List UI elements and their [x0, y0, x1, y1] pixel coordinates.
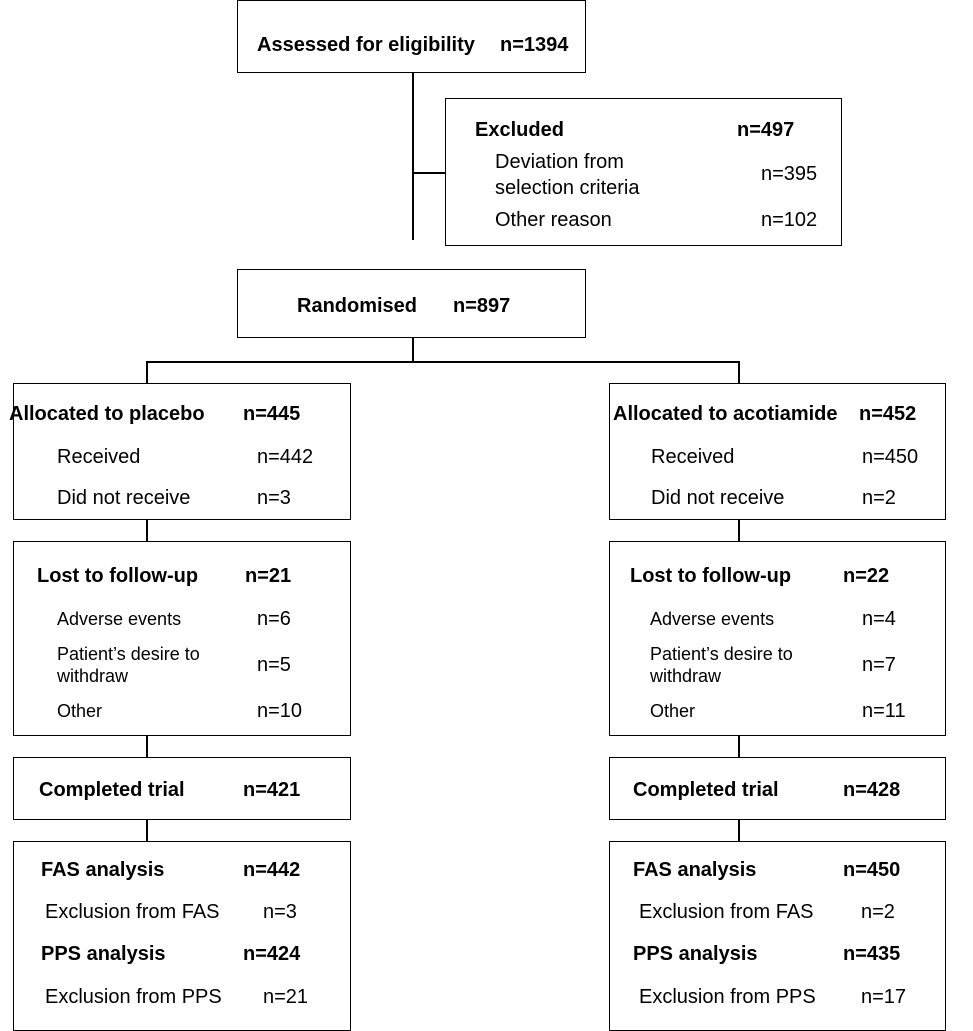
acotiamide-pps-excl-count: n=17 [861, 986, 907, 1008]
acotiamide-fas-label: FAS analysis [633, 859, 757, 881]
acotiamide-desire-count: n=7 [862, 654, 896, 676]
placebo-received-count: n=442 [257, 446, 314, 468]
acotiamide-fas-excl-count: n=2 [861, 901, 895, 923]
acotiamide-adverse-count: n=4 [862, 608, 896, 630]
placebo-other-label: Other [57, 701, 103, 721]
placebo-adverse-count: n=6 [257, 608, 291, 630]
acotiamide-adverse-label: Adverse events [650, 609, 775, 629]
acotiamide-lost-count: n=22 [843, 565, 890, 587]
connector-to-excluded [412, 172, 445, 174]
acotiamide-not-received-label: Did not receive [651, 487, 785, 509]
excluded-deviation-line1: Deviation from [495, 151, 624, 173]
acotiamide-analysis-box: FAS analysis n=450 Exclusion from FAS n=… [609, 841, 946, 1031]
placebo-not-received-label: Did not receive [57, 487, 191, 509]
placebo-fas-label: FAS analysis [41, 859, 165, 881]
acotiamide-other-count: n=11 [862, 700, 906, 722]
placebo-pps-excl-label: Exclusion from PPS [45, 986, 222, 1008]
acotiamide-pps-excl-label: Exclusion from PPS [639, 986, 816, 1008]
acotiamide-completed-count: n=428 [843, 779, 901, 801]
placebo-fas-excl-label: Exclusion from FAS [45, 901, 220, 923]
connector-split-horizontal [146, 361, 739, 363]
acotiamide-pps-label: PPS analysis [633, 943, 758, 965]
excluded-box: Excluded n=497 Deviation from selection … [445, 98, 842, 246]
connector-assessed-randomised [412, 72, 414, 240]
placebo-desire-line1: Patient’s desire to [57, 644, 200, 664]
placebo-other-count: n=10 [257, 700, 303, 722]
connector-acotiamide-completed [738, 735, 740, 757]
placebo-pps-count: n=424 [243, 943, 301, 965]
placebo-not-received-count: n=3 [257, 487, 291, 509]
acotiamide-completed-label: Completed trial [633, 779, 779, 801]
placebo-lost-box: Lost to follow-up n=21 Adverse events n=… [13, 541, 351, 736]
excluded-deviation-count: n=395 [761, 163, 818, 185]
connector-to-acotiamide [738, 361, 740, 383]
excluded-label: Excluded [475, 119, 564, 141]
excluded-other-count: n=102 [761, 209, 818, 231]
acotiamide-fas-count: n=450 [843, 859, 901, 881]
randomised-count: n=897 [453, 295, 511, 317]
placebo-desire-line2: withdraw [57, 666, 129, 686]
assessed-label: Assessed for eligibility [257, 34, 475, 56]
placebo-received-label: Received [57, 446, 141, 468]
acotiamide-allocated-box: Allocated to acotiamide n=452 Received n… [609, 383, 946, 520]
placebo-lost-label: Lost to follow-up [37, 565, 199, 587]
acotiamide-desire-line1: Patient’s desire to [650, 644, 793, 664]
excluded-other-label: Other reason [495, 209, 612, 231]
placebo-fas-count: n=442 [243, 859, 301, 881]
placebo-allocated-count: n=445 [243, 403, 301, 425]
acotiamide-lost-box: Lost to follow-up n=22 Adverse events n=… [609, 541, 946, 736]
connector-placebo-analysis [146, 819, 148, 841]
placebo-pps-label: PPS analysis [41, 943, 166, 965]
randomised-label: Randomised [297, 295, 418, 317]
acotiamide-completed-box: Completed trial n=428 [609, 757, 946, 820]
connector-placebo-completed [146, 735, 148, 757]
acotiamide-not-received-count: n=2 [862, 487, 896, 509]
acotiamide-received-count: n=450 [862, 446, 919, 468]
acotiamide-lost-label: Lost to follow-up [630, 565, 792, 587]
excluded-count: n=497 [737, 119, 795, 141]
placebo-analysis-box: FAS analysis n=442 Exclusion from FAS n=… [13, 841, 351, 1031]
connector-acotiamide-analysis [738, 819, 740, 841]
placebo-pps-excl-count: n=21 [263, 986, 309, 1008]
placebo-adverse-label: Adverse events [57, 609, 182, 629]
connector-randomised-split [412, 337, 414, 362]
acotiamide-allocated-count: n=452 [859, 403, 917, 425]
placebo-allocated-box: Allocated to placebo n=445 Received n=44… [9, 383, 351, 520]
acotiamide-fas-excl-label: Exclusion from FAS [639, 901, 814, 923]
excluded-deviation-line2: selection criteria [495, 177, 640, 199]
assessed-box: Assessed for eligibility n=1394 [237, 0, 586, 73]
placebo-fas-excl-count: n=3 [263, 901, 297, 923]
connector-placebo-lost [146, 519, 148, 541]
placebo-lost-count: n=21 [245, 565, 292, 587]
acotiamide-desire-line2: withdraw [650, 666, 722, 686]
connector-acotiamide-lost [738, 519, 740, 541]
placebo-completed-label: Completed trial [39, 779, 185, 801]
randomised-box: Randomised n=897 [237, 269, 586, 338]
placebo-allocated-label: Allocated to placebo [9, 403, 205, 425]
acotiamide-pps-count: n=435 [843, 943, 901, 965]
acotiamide-other-label: Other [650, 701, 696, 721]
placebo-desire-count: n=5 [257, 654, 291, 676]
connector-to-placebo [146, 361, 148, 383]
placebo-completed-count: n=421 [243, 779, 301, 801]
acotiamide-allocated-label: Allocated to acotiamide [613, 403, 838, 425]
placebo-completed-box: Completed trial n=421 [13, 757, 351, 820]
acotiamide-received-label: Received [651, 446, 735, 468]
assessed-count: n=1394 [500, 34, 569, 56]
